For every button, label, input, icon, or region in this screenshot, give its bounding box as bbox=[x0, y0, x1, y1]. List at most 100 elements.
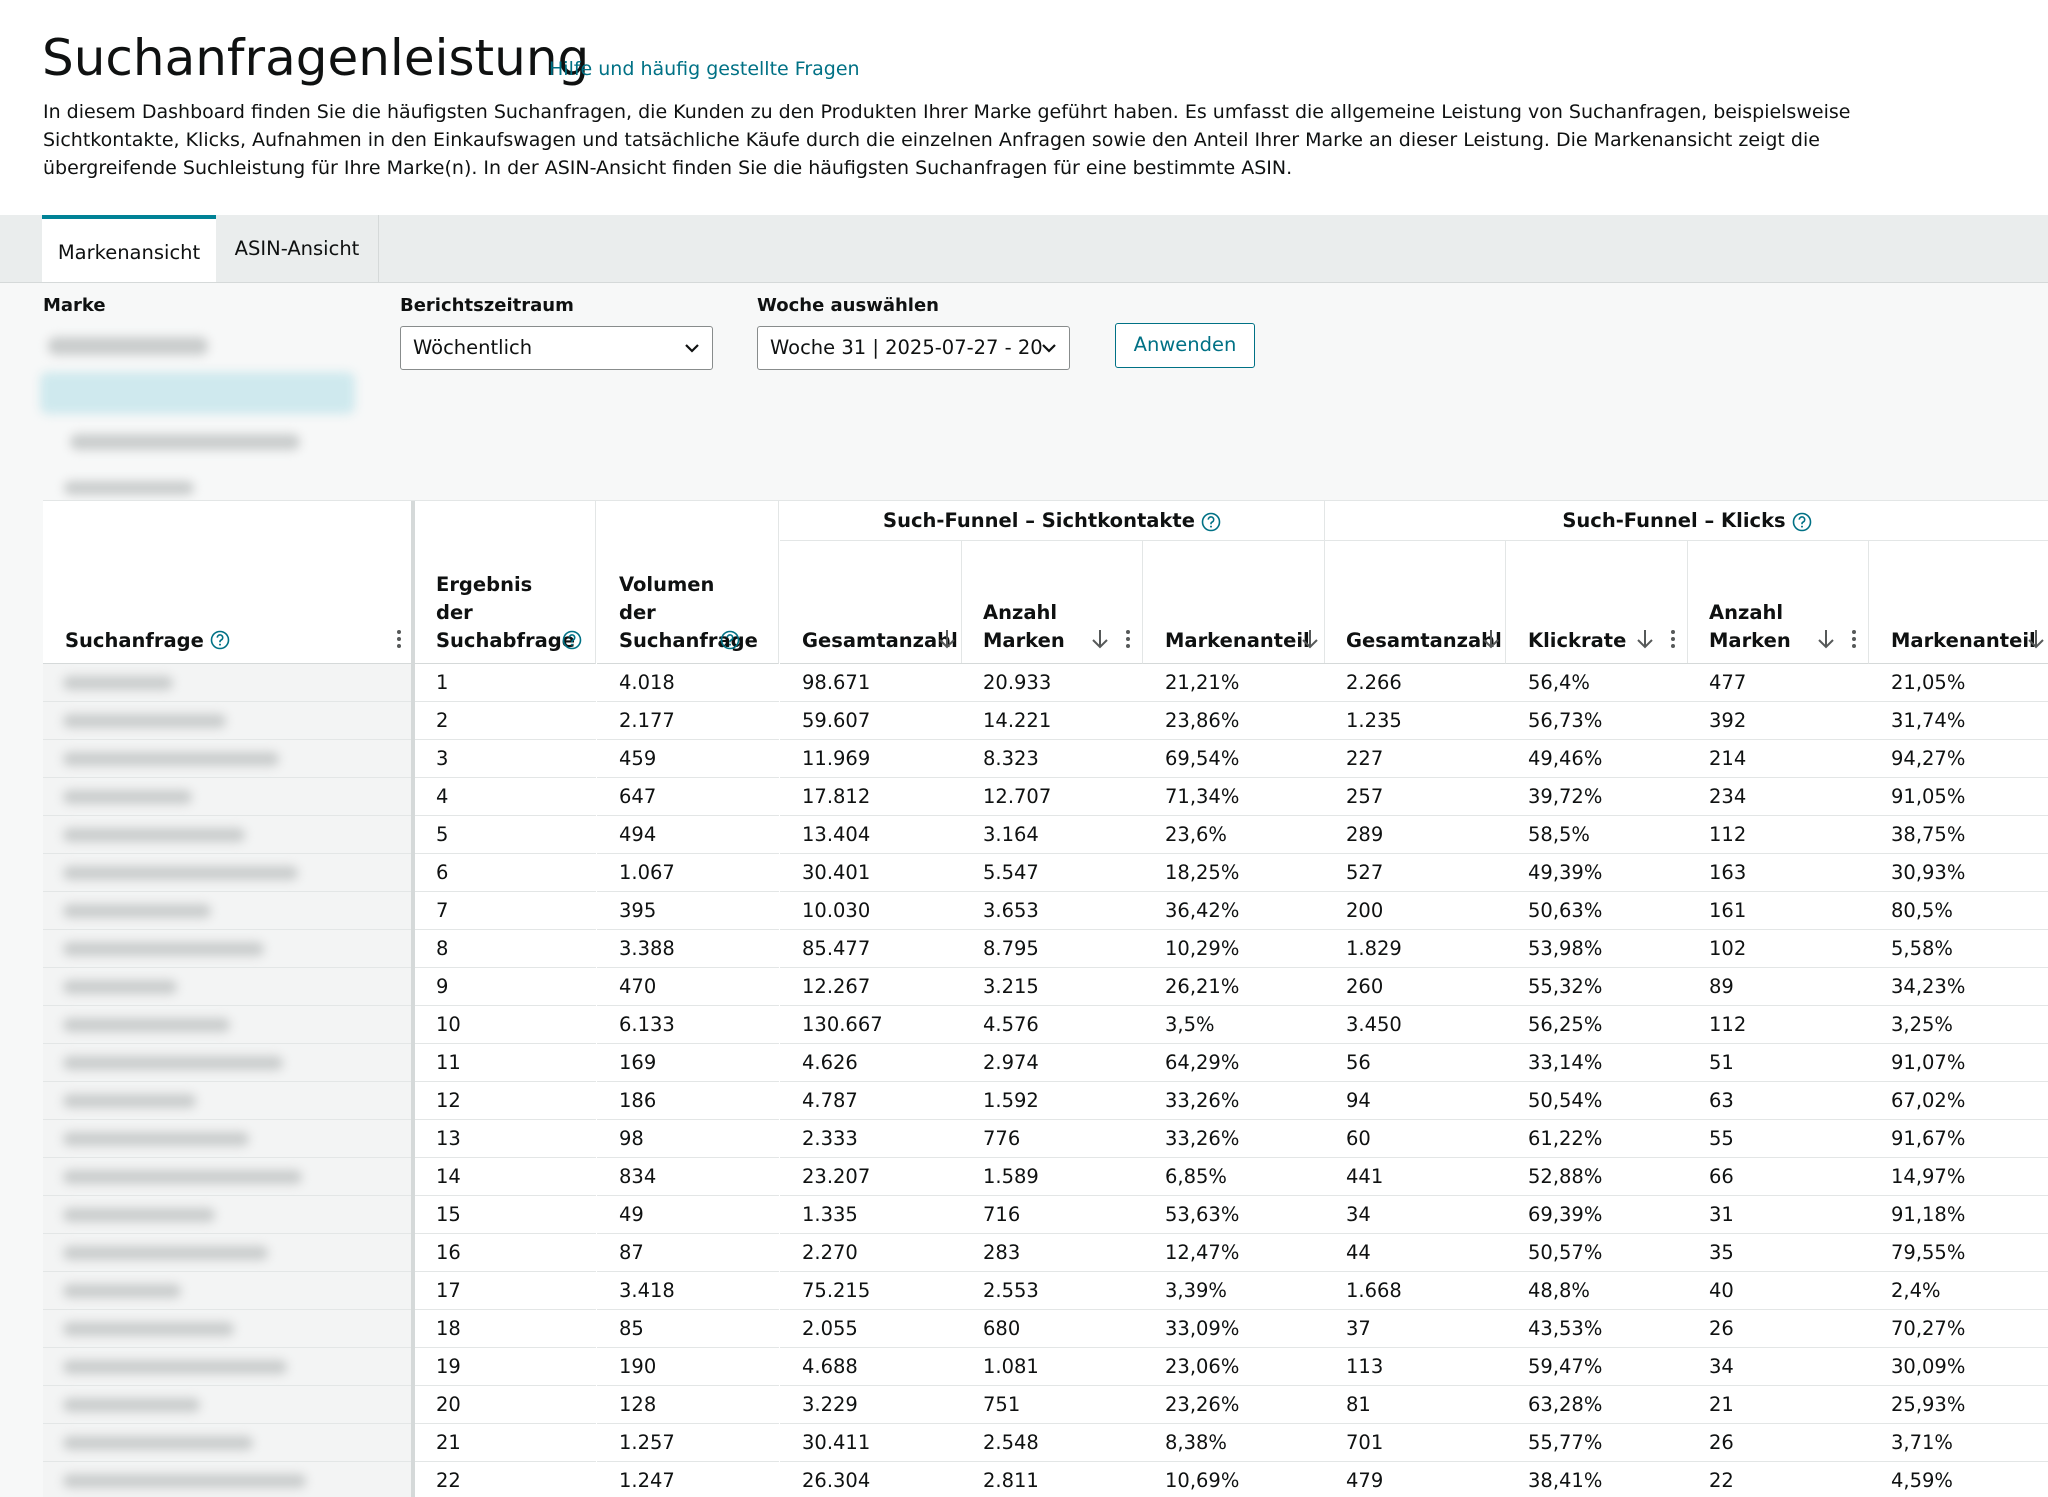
table-cell: 21,05% bbox=[1869, 664, 2048, 702]
column-header: Anzahl Marken bbox=[1687, 541, 1869, 664]
select[interactable]: Wöchentlich bbox=[400, 326, 713, 370]
table-cell: 23,86% bbox=[1143, 702, 1325, 740]
chevron bbox=[1042, 344, 1056, 353]
table-cell: 15 bbox=[414, 1196, 596, 1234]
table-cell: 4.576 bbox=[961, 1006, 1143, 1044]
table-cell: 3.164 bbox=[961, 816, 1143, 854]
sort-icon[interactable] bbox=[1816, 628, 1836, 650]
table-cell: 2.270 bbox=[780, 1234, 962, 1272]
menu-icon[interactable] bbox=[1669, 628, 1677, 650]
table-cell: 112 bbox=[1687, 816, 1869, 854]
table-cell: 1.335 bbox=[780, 1196, 962, 1234]
query-cell bbox=[43, 1158, 414, 1196]
sort-icon[interactable] bbox=[1635, 628, 1655, 650]
query-cell bbox=[43, 1386, 414, 1424]
query-cell bbox=[43, 664, 414, 702]
table-cell: 2.055 bbox=[780, 1310, 962, 1348]
table-cell: 214 bbox=[1687, 740, 1869, 778]
filter-label: Marke bbox=[43, 295, 106, 316]
table-cell: 55,32% bbox=[1506, 968, 1688, 1006]
table-cell: 37 bbox=[1324, 1310, 1506, 1348]
sort-icon[interactable] bbox=[937, 628, 957, 650]
table-cell: 49 bbox=[597, 1196, 779, 1234]
sort-icon[interactable] bbox=[1300, 628, 1320, 650]
table-cell: 30.401 bbox=[780, 854, 962, 892]
table-cell: 283 bbox=[961, 1234, 1143, 1272]
table-cell: 50,54% bbox=[1506, 1082, 1688, 1120]
apply-button[interactable]: Anwenden bbox=[1115, 323, 1255, 368]
table-cell: 18,25% bbox=[1143, 854, 1325, 892]
table-cell: 91,67% bbox=[1869, 1120, 2048, 1158]
table-cell: 4 bbox=[414, 778, 596, 816]
blurred-query bbox=[63, 866, 298, 880]
blurred-query bbox=[63, 1436, 253, 1450]
query-cell bbox=[43, 816, 414, 854]
query-cell bbox=[43, 968, 414, 1006]
table-cell: 12 bbox=[414, 1082, 596, 1120]
tab[interactable]: ASIN-Ansicht bbox=[216, 215, 379, 282]
blurred-query bbox=[63, 1360, 287, 1374]
table-cell: 4.787 bbox=[780, 1082, 962, 1120]
table-cell: 10 bbox=[414, 1006, 596, 1044]
blurred-query bbox=[63, 1018, 230, 1032]
table-cell: 14,97% bbox=[1869, 1158, 2048, 1196]
table-cell: 58,5% bbox=[1506, 816, 1688, 854]
table-cell: 20 bbox=[414, 1386, 596, 1424]
table-cell: 2.811 bbox=[961, 1462, 1143, 1497]
description: In diesem Dashboard finden Sie die häufi… bbox=[43, 101, 1851, 179]
column-header-text: Suchanfrage bbox=[65, 629, 204, 652]
column-header-text: Klickrate bbox=[1528, 629, 1627, 652]
blurred-query bbox=[63, 980, 177, 994]
table-cell: 776 bbox=[961, 1120, 1143, 1158]
table-cell: 75.215 bbox=[780, 1272, 962, 1310]
table-cell: 20.933 bbox=[961, 664, 1143, 702]
table-cell: 17 bbox=[414, 1272, 596, 1310]
sort-icon[interactable] bbox=[1481, 628, 1501, 650]
blurred-query bbox=[63, 942, 264, 956]
table-cell: 56,4% bbox=[1506, 664, 1688, 702]
column-header-text: Markenanteil bbox=[1891, 629, 2036, 652]
sort-icon[interactable] bbox=[1090, 628, 1110, 650]
table-cell: 26,21% bbox=[1143, 968, 1325, 1006]
blurred-query bbox=[63, 1208, 215, 1222]
table-cell: 4.626 bbox=[780, 1044, 962, 1082]
help-icon bbox=[562, 630, 582, 650]
table-cell: 11.969 bbox=[780, 740, 962, 778]
table-cell: 1.081 bbox=[961, 1348, 1143, 1386]
sort-icon[interactable] bbox=[2026, 628, 2046, 650]
table-cell: 33,09% bbox=[1143, 1310, 1325, 1348]
select[interactable]: Woche 31 | 2025-07-27 - 20 bbox=[757, 326, 1070, 370]
table-cell: 94 bbox=[1324, 1082, 1506, 1120]
table-cell: 66 bbox=[1687, 1158, 1869, 1196]
table-cell: 470 bbox=[597, 968, 779, 1006]
table-cell: 21 bbox=[1687, 1386, 1869, 1424]
menu-icon[interactable] bbox=[1850, 628, 1858, 650]
table-cell: 34 bbox=[1687, 1348, 1869, 1386]
filter-label: Berichtszeitraum bbox=[400, 295, 574, 316]
table-cell: 44 bbox=[1324, 1234, 1506, 1272]
tab-bar bbox=[0, 215, 2048, 283]
data-table: Such-Funnel – Sichtkontakte Such-Funnel –… bbox=[43, 500, 2048, 1497]
table-cell: 2.974 bbox=[961, 1044, 1143, 1082]
blurred-query bbox=[63, 790, 192, 804]
query-cell bbox=[43, 1424, 414, 1462]
column-header-text: Markenanteil bbox=[1165, 629, 1310, 652]
table-cell: 12.267 bbox=[780, 968, 962, 1006]
column-header: Gesamtanzahl bbox=[780, 541, 962, 664]
menu-icon[interactable] bbox=[1124, 628, 1132, 650]
table-cell: 4.018 bbox=[597, 664, 779, 702]
table-cell: 441 bbox=[1324, 1158, 1506, 1196]
tab[interactable]: Markenansicht bbox=[42, 215, 216, 282]
table-cell: 56 bbox=[1324, 1044, 1506, 1082]
table-cell: 1.257 bbox=[597, 1424, 779, 1462]
table-cell: 395 bbox=[597, 892, 779, 930]
help-link[interactable]: Hilfe und häufig gestellte Fragen bbox=[549, 58, 860, 80]
column-header-text: Anzahl Marken bbox=[1709, 601, 1791, 652]
table-cell: 3,39% bbox=[1143, 1272, 1325, 1310]
menu-icon[interactable] bbox=[395, 628, 403, 650]
table-cell: 81 bbox=[1324, 1386, 1506, 1424]
blurred-brand bbox=[40, 372, 355, 414]
table-cell: 4,59% bbox=[1869, 1462, 2048, 1497]
table-cell: 3,5% bbox=[1143, 1006, 1325, 1044]
table-cell: 21 bbox=[414, 1424, 596, 1462]
